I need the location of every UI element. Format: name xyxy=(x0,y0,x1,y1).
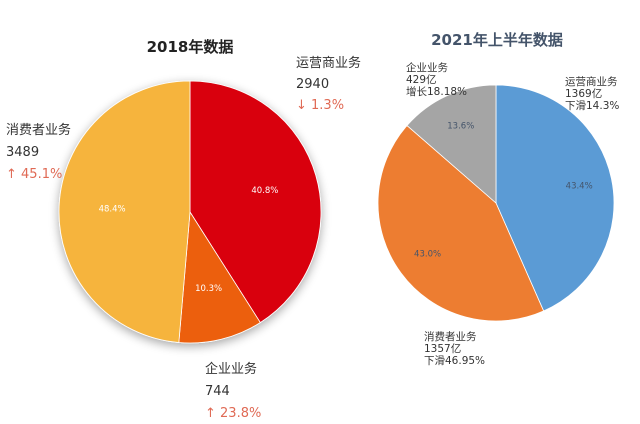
chart-2021h1-change-consumer: 下滑46.95% xyxy=(424,355,485,367)
chart-2021h1-percent-label-2: 13.6% xyxy=(447,122,474,132)
chart-2018-label-carrier: 运营商业务 xyxy=(296,55,361,71)
chart-2018-slice-2 xyxy=(58,80,191,343)
chart-2021h1-label-consumer: 消费者业务 xyxy=(424,330,477,343)
chart-2018-slice-1 xyxy=(178,210,261,344)
chart-2021h1-percent-labels: 43.4% 43.0% 13.6% xyxy=(414,122,593,260)
chart-2018-label-enterprise: 企业业务 xyxy=(205,361,257,377)
chart-2018-percent-label-0: 40.8% xyxy=(251,186,278,196)
chart-2021h1-slice-1 xyxy=(377,124,545,322)
chart-2018-percent-label-1: 10.3% xyxy=(195,284,222,294)
chart-2018-slice-0 xyxy=(189,80,322,324)
chart-2021h1-label-carrier: 运营商业务 xyxy=(565,75,618,88)
chart-2018-value-carrier: 2940 xyxy=(296,77,329,92)
chart-2018-slices xyxy=(58,80,322,344)
chart-2021h1-title: 2021年上半年数据 xyxy=(431,31,563,49)
chart-2021h1: 2021年上半年数据 43.4% 43.0% 13.6% 企业业务 429亿 增长1… xyxy=(377,31,619,367)
chart-2018-percent-labels: 40.8% 10.3% 48.4% xyxy=(99,186,279,294)
chart-2021h1-change-carrier: 下滑14.3% xyxy=(565,100,619,112)
chart-2018-change-enterprise: ↑ 23.8% xyxy=(205,406,261,421)
chart-2018-value-enterprise: 744 xyxy=(205,384,230,399)
chart-2018-change-carrier: ↓ 1.3% xyxy=(296,98,344,113)
chart-2021h1-value-consumer: 1357亿 xyxy=(424,342,461,355)
chart-2018-title: 2018年数据 xyxy=(147,38,234,56)
chart-2021h1-label-enterprise: 企业业务 xyxy=(406,61,448,74)
chart-2018-label-consumer: 消费者业务 xyxy=(6,122,71,138)
chart-2021h1-value-enterprise: 429亿 xyxy=(406,73,437,86)
chart-2018-change-consumer: ↑ 45.1% xyxy=(6,167,62,182)
chart-2021h1-change-enterprise: 增长18.18% xyxy=(406,85,467,98)
chart-2021h1-slices xyxy=(377,84,615,322)
chart-2021h1-percent-label-0: 43.4% xyxy=(566,181,593,191)
chart-2018: 2018年数据 40.8% 10.3% 48.4% 运营商业务 2940 ↓ 1.3… xyxy=(6,38,361,421)
chart-2021h1-percent-label-1: 43.0% xyxy=(414,249,441,259)
chart-2018-value-consumer: 3489 xyxy=(6,145,39,160)
chart-2018-percent-label-2: 48.4% xyxy=(99,205,126,215)
chart-2021h1-slice-2 xyxy=(406,84,497,204)
chart-2021h1-value-carrier: 1369亿 xyxy=(565,87,602,100)
chart-2021h1-slice-0 xyxy=(495,84,615,312)
